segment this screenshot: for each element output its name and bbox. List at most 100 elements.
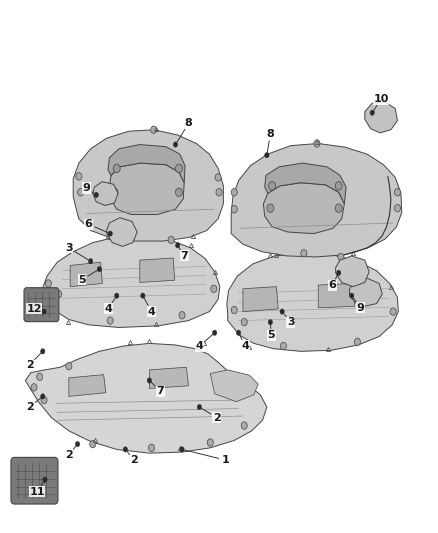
Circle shape <box>231 206 237 213</box>
FancyBboxPatch shape <box>24 288 59 321</box>
Circle shape <box>335 204 342 213</box>
Circle shape <box>147 378 152 383</box>
Text: 11: 11 <box>29 487 45 497</box>
Circle shape <box>336 270 341 276</box>
Text: 6: 6 <box>328 280 336 290</box>
Text: 10: 10 <box>373 94 389 104</box>
Circle shape <box>123 447 127 452</box>
Circle shape <box>41 394 45 399</box>
Circle shape <box>31 384 37 391</box>
Circle shape <box>118 232 124 239</box>
Circle shape <box>42 309 46 314</box>
Polygon shape <box>210 370 258 402</box>
Polygon shape <box>69 375 106 397</box>
Text: 9: 9 <box>357 303 364 313</box>
Circle shape <box>265 152 269 158</box>
Circle shape <box>268 319 272 325</box>
Circle shape <box>335 182 342 190</box>
Circle shape <box>111 188 118 197</box>
Circle shape <box>168 236 174 244</box>
Circle shape <box>37 373 43 381</box>
Circle shape <box>176 188 183 197</box>
Circle shape <box>216 189 222 196</box>
Text: 5: 5 <box>268 330 275 341</box>
Circle shape <box>43 477 47 482</box>
FancyBboxPatch shape <box>11 457 58 504</box>
Polygon shape <box>365 102 397 133</box>
Text: 6: 6 <box>85 219 92 229</box>
Circle shape <box>115 293 119 298</box>
Polygon shape <box>231 143 402 257</box>
Circle shape <box>231 189 237 196</box>
Circle shape <box>211 285 217 293</box>
Circle shape <box>176 243 180 248</box>
Circle shape <box>97 266 102 272</box>
Text: 4: 4 <box>148 306 155 317</box>
Polygon shape <box>140 258 175 282</box>
Polygon shape <box>336 256 369 287</box>
Circle shape <box>108 231 113 236</box>
Polygon shape <box>25 343 267 453</box>
Polygon shape <box>318 284 355 308</box>
Circle shape <box>90 440 96 448</box>
Circle shape <box>212 330 217 335</box>
Circle shape <box>66 362 72 370</box>
Circle shape <box>237 330 241 335</box>
Polygon shape <box>107 217 137 246</box>
Polygon shape <box>43 236 220 327</box>
Text: 7: 7 <box>180 251 188 261</box>
Circle shape <box>394 189 400 196</box>
Polygon shape <box>350 278 382 306</box>
Circle shape <box>88 259 93 264</box>
Circle shape <box>280 309 284 314</box>
Text: 4: 4 <box>195 341 203 351</box>
Circle shape <box>107 317 113 324</box>
Circle shape <box>179 312 185 319</box>
Circle shape <box>197 405 201 410</box>
Circle shape <box>41 349 45 354</box>
Circle shape <box>207 439 213 446</box>
Circle shape <box>215 174 221 181</box>
Text: 4: 4 <box>241 341 249 351</box>
Circle shape <box>267 204 274 213</box>
Text: 8: 8 <box>266 129 274 139</box>
Polygon shape <box>227 253 398 351</box>
Circle shape <box>41 397 47 404</box>
Polygon shape <box>108 144 185 183</box>
Circle shape <box>338 253 344 261</box>
Circle shape <box>241 318 247 326</box>
Circle shape <box>301 249 307 257</box>
Circle shape <box>76 173 82 180</box>
Circle shape <box>148 444 155 451</box>
Circle shape <box>370 110 374 115</box>
Polygon shape <box>243 287 278 312</box>
Polygon shape <box>70 262 102 287</box>
Circle shape <box>113 164 120 173</box>
Text: 9: 9 <box>82 183 90 193</box>
Text: 8: 8 <box>185 118 192 128</box>
Text: 5: 5 <box>78 274 86 285</box>
Circle shape <box>46 280 51 287</box>
Circle shape <box>390 308 396 316</box>
Text: 2: 2 <box>26 402 34 412</box>
Polygon shape <box>265 163 346 204</box>
Circle shape <box>354 338 360 345</box>
Circle shape <box>141 293 145 298</box>
Circle shape <box>56 290 62 298</box>
Circle shape <box>268 182 276 190</box>
Text: 3: 3 <box>287 317 295 327</box>
Circle shape <box>78 189 84 196</box>
Circle shape <box>241 422 247 429</box>
Text: 2: 2 <box>65 450 73 460</box>
Circle shape <box>176 164 183 173</box>
Circle shape <box>173 142 178 147</box>
Polygon shape <box>93 182 118 206</box>
Text: 7: 7 <box>156 386 164 396</box>
Polygon shape <box>73 130 223 241</box>
Circle shape <box>151 126 157 133</box>
Text: 1: 1 <box>222 455 230 465</box>
Circle shape <box>231 306 237 314</box>
Text: 2: 2 <box>213 413 221 423</box>
Polygon shape <box>263 183 344 233</box>
Circle shape <box>75 441 80 447</box>
